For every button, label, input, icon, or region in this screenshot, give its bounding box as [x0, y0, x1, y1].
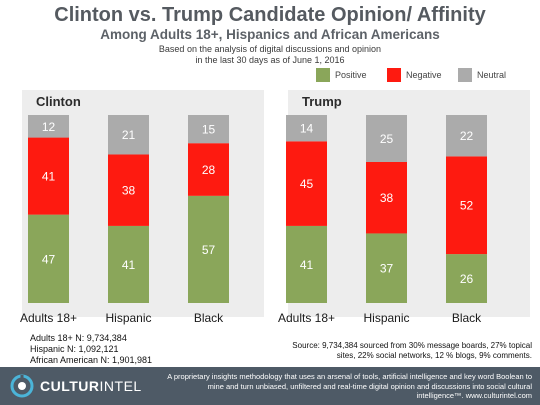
trump-bar-black-negative [446, 156, 487, 255]
clinton-bar-hispanic-negative-label: 38 [122, 184, 136, 198]
adults-sample-size: Adults 18+ N: 9,734,384 [30, 333, 127, 343]
trump-bar-adults-18-positive-label: 41 [300, 258, 314, 272]
analysis-note-line-2: in the last 30 days as of June 1, 2016 [195, 55, 345, 65]
trump-bar-adults-18-neutral-label: 14 [300, 122, 314, 136]
african-american-sample-size: African American N: 1,901,981 [30, 355, 153, 365]
clinton-bar-black-positive-label: 57 [202, 243, 216, 257]
trump-category-label-adults-18: Adults 18+ [278, 311, 335, 325]
clinton-bar-black-neutral-label: 15 [202, 123, 216, 137]
legend-swatch-positive [316, 68, 330, 82]
clinton-bar-black-negative [188, 143, 229, 196]
trump-bar-hispanic-positive [366, 233, 407, 303]
trump-bar-hispanic-positive-label: 37 [380, 262, 394, 276]
logo-wordmark-cultur: CULTUR [40, 378, 100, 394]
clinton-bar-hispanic-neutral-label: 21 [122, 128, 136, 142]
trump-bar-adults-18-negative-label: 45 [300, 177, 314, 191]
trump-bar-black-positive-label: 26 [460, 272, 474, 286]
clinton-bar-hispanic-positive [108, 225, 149, 303]
hispanic-sample-size: Hispanic N: 1,092,121 [30, 344, 119, 354]
clinton-bar-hispanic-positive-label: 41 [122, 258, 136, 272]
trump-bar-black-positive [446, 254, 487, 303]
trump-bar-adults-18-negative [286, 141, 327, 226]
footer-description: A proprietary insights methodology that … [167, 372, 532, 400]
trump-bar-hispanic-neutral [366, 115, 407, 162]
trump-category-label-hispanic: Hispanic [363, 311, 409, 325]
clinton-category-label-black: Black [194, 311, 224, 325]
chart-title: Clinton vs. Trump Candidate Opinion/ Aff… [54, 4, 486, 26]
trump-bar-hispanic-neutral-label: 25 [380, 132, 394, 146]
logo-wordmark-intel: INTEL [99, 378, 142, 394]
logo-wordmark: CULTURINTEL [40, 378, 142, 394]
analysis-note-line-1: Based on the analysis of digital discuss… [158, 44, 382, 54]
trump-bar-hispanic-negative [366, 162, 407, 234]
sample-size-notes: Adults 18+ N: 9,734,384 Hispanic N: 1,09… [30, 333, 152, 366]
clinton-bar-adults-18-neutral [28, 115, 69, 138]
legend-label-negative: Negative [406, 70, 442, 80]
trump-bar-adults-18-positive [286, 225, 327, 303]
legend-item-negative: Negative [387, 68, 442, 82]
trump-bar-black-negative-label: 52 [460, 199, 474, 213]
trump-bar-adults-18-neutral [286, 115, 327, 142]
legend-swatch-neutral [458, 68, 472, 82]
clinton-bar-black-positive [188, 195, 229, 303]
legend-item-neutral: Neutral [458, 68, 506, 82]
clinton-bar-adults-18-negative [28, 137, 69, 215]
clinton-bar-black-neutral [188, 115, 229, 144]
clinton-bar-black-negative-label: 28 [202, 163, 216, 177]
legend-swatch-negative [387, 68, 401, 82]
clinton-chart-title: Clinton [36, 94, 81, 109]
culturintel-logo-icon [10, 374, 34, 398]
clinton-bar-hispanic-negative [108, 154, 149, 226]
trump-panel-background [288, 90, 530, 317]
trump-chart-title: Trump [302, 94, 342, 109]
clinton-bar-hispanic-neutral [108, 115, 149, 155]
trump-category-label-black: Black [452, 311, 482, 325]
legend-item-positive: Positive [316, 68, 367, 82]
legend-label-neutral: Neutral [477, 70, 507, 80]
chart-subtitle: Among Adults 18+, Hispanics and African … [100, 27, 440, 42]
clinton-bar-adults-18-positive [28, 214, 69, 303]
source-note: Source: 9,734,384 sourced from 30% messa… [292, 341, 532, 360]
clinton-bar-adults-18-neutral-label: 12 [42, 120, 56, 134]
footer-bar: CULTURINTEL A proprietary insights metho… [0, 367, 540, 405]
clinton-category-label-adults-18: Adults 18+ [20, 311, 77, 325]
clinton-category-label-hispanic: Hispanic [105, 311, 151, 325]
trump-bar-black-neutral-label: 22 [460, 129, 474, 143]
clinton-bar-adults-18-positive-label: 47 [42, 252, 56, 266]
trump-bar-hispanic-negative-label: 38 [380, 191, 394, 205]
trump-bar-black-neutral [446, 115, 487, 157]
clinton-bar-adults-18-negative-label: 41 [42, 170, 56, 184]
legend-label-positive: Positive [335, 70, 367, 80]
culturintel-logo: CULTURINTEL [10, 372, 142, 400]
